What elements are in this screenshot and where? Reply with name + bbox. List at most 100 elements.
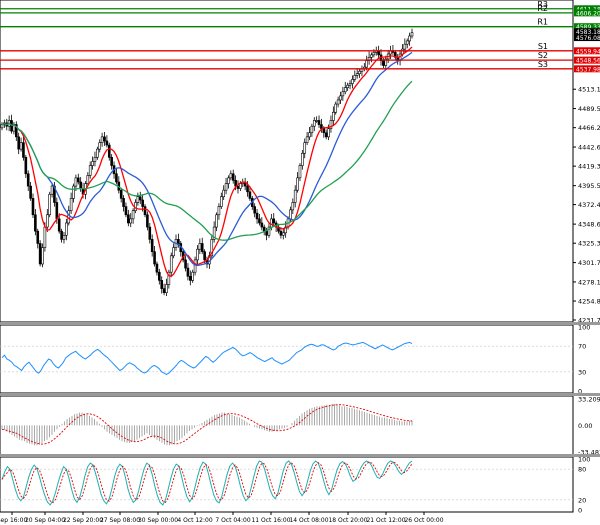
candle-body [115,173,118,183]
candle-body [358,70,361,75]
pane-separator [0,454,600,457]
candle [86,172,90,187]
candle-body [267,226,271,236]
candle [65,218,68,241]
candle-body [0,124,4,129]
candle [50,182,54,198]
candle-body [405,40,409,45]
candle [236,180,240,194]
y-tick-label: 4325.30 [578,240,600,248]
candle [136,192,140,206]
candle [231,169,235,184]
candle-body [100,136,104,143]
candle-body [129,218,133,224]
candle-body [31,198,35,216]
candle-body [403,43,407,50]
candle-body [281,232,285,236]
stoch-tick-label: 80 [578,466,586,474]
candle-body [343,87,347,93]
candle [138,191,142,205]
x-tick-label: Sep 16:00 [0,517,27,524]
candle [122,195,125,212]
candle [131,208,135,224]
candle-body [336,99,340,105]
candle-body [184,259,187,269]
candle [100,132,104,147]
level-price-tag [574,23,600,31]
candle [88,161,92,179]
candle-body [296,177,299,191]
candle-body [351,79,354,84]
candle [148,222,152,244]
macd-tick-label: -33.487 [578,449,600,457]
candle [15,121,18,141]
level-name-r3: R3 [537,0,548,9]
candle-body [210,239,214,257]
candle [351,75,354,89]
candle-body [236,185,240,189]
candle-body [348,83,352,86]
candle [17,132,20,155]
candle [184,255,187,272]
candle-body [315,120,318,122]
candle-body [57,218,61,232]
candle [272,213,276,228]
candle [53,181,56,207]
candle [103,131,106,146]
candle [301,149,304,170]
level-name-r1: R1 [537,18,548,27]
candle-body [279,230,283,236]
candle [45,209,49,232]
candle [324,129,328,140]
candle-body [69,198,73,211]
candle [162,283,166,296]
candle [315,116,318,123]
candle [191,269,194,283]
candle [248,186,252,201]
level-name-s2: S2 [538,51,548,60]
y-tick-label: 4419.30 [578,163,600,171]
x-tick-label: 26 Oct 00:00 [404,517,443,524]
candle-body [186,267,190,277]
candle [224,177,228,195]
candle [107,142,111,161]
candle [22,136,25,161]
candle-body [17,136,20,150]
candle-body [177,239,180,244]
candle-body [255,212,259,220]
candle-body [193,259,197,273]
candle [158,268,161,285]
candle [298,163,302,182]
candle-body [41,247,44,265]
candle-body [29,185,32,199]
candle-body [131,210,135,220]
candle-body [248,191,252,199]
candle-body [301,152,304,166]
candle-body [203,251,206,261]
candle-body [310,125,314,134]
candle [260,217,264,231]
candle [210,234,214,259]
candle-body [196,248,199,261]
candle [60,228,63,243]
candle [167,269,171,289]
candle-body [410,32,414,37]
candle-body [143,206,147,216]
candle-body [22,142,25,158]
candle [253,203,256,218]
candle [229,170,233,181]
candle [339,91,342,105]
y-tick-label: 4254.80 [578,298,600,306]
candle-body [322,128,326,134]
candle [222,185,225,201]
candle-body [229,173,233,179]
candle-body [67,210,71,224]
x-tick-label: 4 Oct 12:00 [177,517,212,524]
candle-body [34,214,37,232]
candle-body [127,214,130,224]
pane-separator [0,393,600,396]
candle [293,185,297,208]
ma-fast-line [1,46,413,278]
candle-body [158,271,161,281]
candle [303,138,307,159]
